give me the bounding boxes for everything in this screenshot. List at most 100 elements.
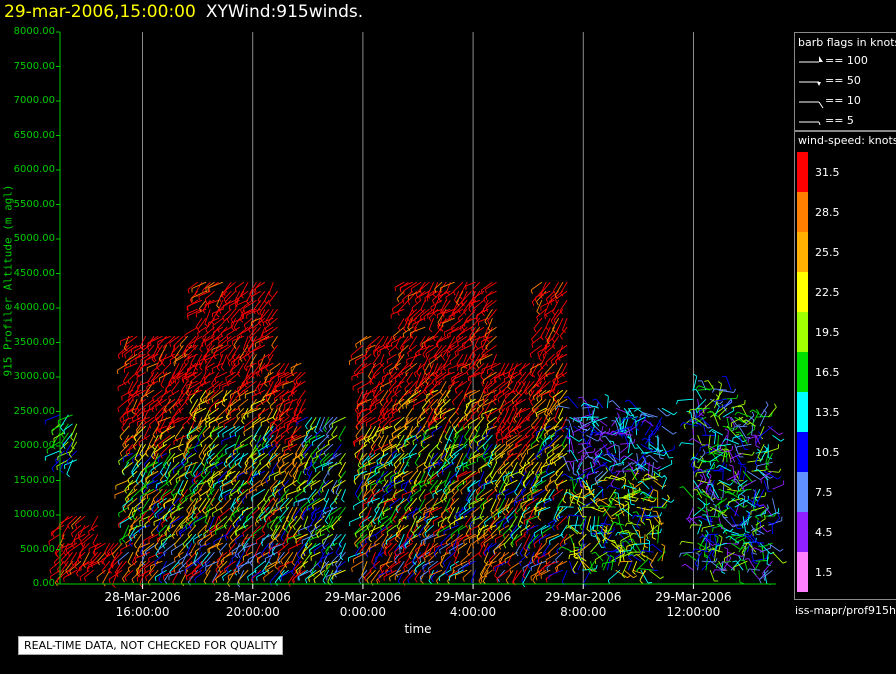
wind-barb: [267, 560, 281, 570]
wind-barb: [133, 344, 146, 352]
wind-barb-flag: [432, 521, 435, 526]
wind-barb: [477, 515, 489, 527]
wind-barb-flag: [178, 448, 182, 452]
wind-barb: [204, 551, 215, 564]
wind-barb: [424, 524, 434, 534]
wind-barb: [408, 335, 418, 349]
wind-barb-flag: [90, 563, 94, 568]
wind-barb-flag: [322, 545, 326, 550]
wind-barb: [498, 533, 510, 547]
wind-barb-flag: [121, 427, 125, 432]
wind-barb: [485, 281, 497, 290]
wind-barb: [225, 290, 236, 303]
wind-barb-flag: [440, 458, 444, 462]
wind-barb-flag: [202, 452, 206, 457]
wind-barb: [68, 542, 82, 553]
wind-barb-flag: [533, 484, 538, 488]
wind-barb: [548, 515, 564, 524]
wind-barb: [142, 542, 155, 553]
wind-barb: [321, 542, 330, 551]
wind-barb: [230, 506, 241, 518]
wind-barb-flag: [401, 448, 405, 453]
wind-barb: [432, 363, 439, 375]
wind-barb-flag: [419, 296, 421, 301]
wind-barb-flag: [199, 348, 203, 353]
wind-barb: [554, 281, 564, 297]
wind-barb-flag: [262, 438, 267, 443]
wind-barb: [140, 389, 155, 399]
wind-barb-flag: [489, 475, 494, 480]
wind-barb: [457, 335, 468, 343]
wind-barb-flag: [485, 346, 488, 351]
wind-barb: [397, 461, 405, 474]
wind-barb-flag: [319, 515, 324, 520]
wind-barb: [288, 389, 298, 398]
wind-barb: [305, 434, 317, 444]
wind-barb-flag: [205, 512, 207, 517]
wind-barb: [489, 515, 501, 527]
wind-barb-flag: [509, 568, 512, 574]
wind-barb-flag: [130, 498, 134, 503]
wind-barb: [367, 497, 380, 504]
wind-barb: [403, 281, 418, 292]
wind-barb: [67, 515, 78, 526]
wind-barb-flag: [56, 466, 58, 471]
wind-barb-flag: [371, 490, 375, 495]
wind-barb: [490, 354, 498, 369]
wind-barb: [163, 335, 176, 348]
wind-barb-flag: [328, 460, 332, 465]
wind-barb: [241, 488, 253, 501]
wind-barb: [309, 542, 321, 551]
wind-barb-flag: [162, 465, 166, 469]
wind-barb: [119, 407, 130, 420]
wind-barb: [201, 470, 211, 482]
wind-barb-flag: [424, 464, 428, 469]
wind-barb-flag: [269, 510, 274, 515]
wind-barb: [516, 443, 527, 457]
wind-barb-flag: [536, 560, 540, 565]
wind-barb-flag: [398, 401, 402, 406]
wind-barb: [205, 506, 215, 513]
wind-barb: [254, 560, 266, 570]
wind-barb-flag: [237, 373, 241, 377]
wind-barb: [464, 317, 476, 324]
wind-barb-flag: [395, 532, 398, 538]
wind-barb-flag: [330, 525, 333, 530]
wind-barb-flag: [536, 301, 539, 306]
wind-barb-flag: [308, 549, 311, 554]
wind-barb: [222, 389, 232, 399]
wind-barb-flag: [311, 441, 314, 446]
wind-barb-flag: [448, 419, 452, 424]
wind-barb-flag: [527, 566, 532, 570]
wind-barb: [249, 326, 257, 337]
wind-barb: [464, 353, 472, 367]
wind-barb: [211, 389, 224, 399]
wind-barb: [491, 443, 501, 453]
wind-barb-flag: [440, 524, 445, 529]
wind-barb-flag: [108, 570, 113, 574]
wind-barb-flag: [546, 454, 549, 459]
wind-barb-flag: [430, 406, 433, 411]
wind-barb: [512, 570, 518, 583]
wind-barb-flag: [285, 505, 288, 510]
wind-barb-flag: [122, 539, 126, 543]
wind-barb-flag: [158, 378, 161, 383]
wind-barb: [527, 552, 535, 567]
wind-barb-flag: [537, 517, 542, 521]
wind-barb-flag: [149, 507, 154, 512]
wind-barb-flag: [164, 518, 168, 522]
wind-barb: [489, 551, 501, 564]
wind-barb-flag: [519, 464, 523, 468]
wind-barb: [434, 542, 447, 549]
wind-barb-flag: [335, 552, 339, 557]
wind-barb-flag: [515, 400, 519, 405]
wind-barb: [139, 443, 146, 454]
wind-barb-flag: [169, 524, 172, 529]
wind-barb-flag: [234, 288, 237, 293]
wind-barb-flag: [269, 406, 273, 411]
wind-barb-flag: [225, 449, 227, 454]
wind-barb-flag: [213, 352, 215, 357]
wind-barb: [212, 506, 224, 514]
wind-barb-flag: [229, 371, 233, 376]
wind-barb-flag: [69, 570, 72, 575]
